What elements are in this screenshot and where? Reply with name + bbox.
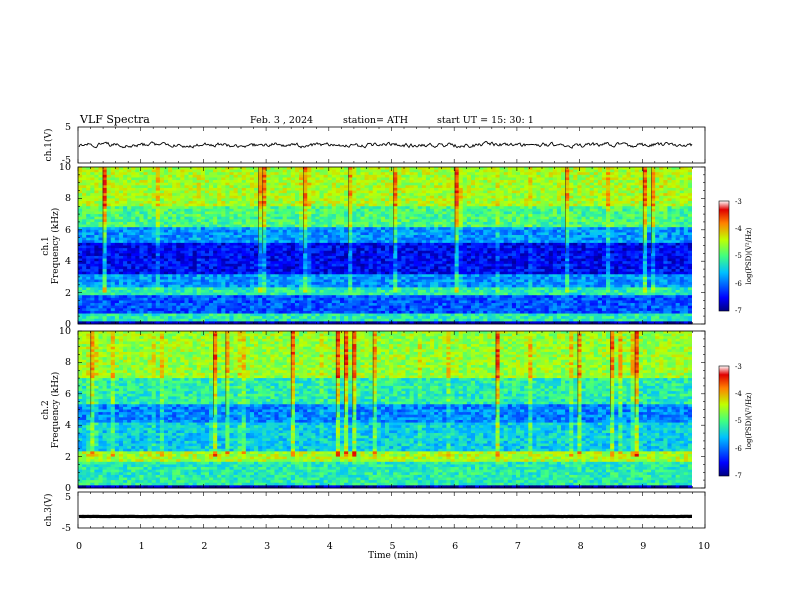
ch3-waveform-frame (77, 491, 706, 529)
ch1-spec-ylabel-frequency: Frequency (kHz) (50, 208, 61, 285)
ch1-spec-ylabel-channel: ch.1 (41, 236, 51, 255)
ch1-ytick-4: 4 (65, 256, 71, 267)
ch2-spec-ylabel-channel: ch.2 (41, 400, 51, 419)
ch1-freq-ticklabels: 0 2 4 6 8 10 (59, 162, 71, 330)
colorbar-1-ticklabels: -3 -4 -5 -6 -7 (735, 198, 742, 315)
colorbar-2-ticklabels: -3 -4 -5 -6 -7 (735, 363, 742, 480)
ch2-ytick-6: 6 (65, 389, 71, 400)
ch2-ytick-0: 0 (65, 483, 71, 494)
x-axis-label: Time (min) (368, 550, 418, 561)
ch2-freq-ticklabels: 0 2 4 6 8 10 (59, 326, 71, 494)
xtick-0: 0 (76, 541, 82, 552)
ch3-ytick-bottom: -5 (62, 523, 71, 534)
cbar2-tick-5: -5 (735, 417, 742, 425)
ch2-ytick-8: 8 (65, 357, 71, 368)
ch1-ytick-top: 5 (65, 122, 71, 133)
ch1-spectrogram (78, 167, 705, 325)
cbar1-tick-5: -5 (735, 252, 742, 260)
ch2-ytick-2: 2 (65, 452, 71, 463)
figure-title: VLF Spectra (79, 113, 150, 126)
ch2-ytick-10: 10 (59, 326, 71, 337)
cbar1-tick-6: -6 (735, 280, 742, 288)
ch1-ytick-6: 6 (65, 225, 71, 236)
cbar1-tick-4: -4 (735, 225, 742, 233)
xtick-1: 1 (139, 541, 145, 552)
colorbar-1-label: log(PSD)(V²/Hz) (745, 227, 753, 284)
colorbar-1 (718, 200, 730, 312)
cbar2-tick-3: -3 (735, 363, 742, 371)
ch1-ytick-10: 10 (59, 162, 71, 173)
ch3-ytick-top: 5 (65, 492, 71, 503)
cbar2-tick-6: -6 (735, 445, 742, 453)
ch1-waveform-ylabel: ch.1(V) (43, 129, 54, 162)
ch1-ytick-0: 0 (65, 319, 71, 330)
xtick-4: 4 (327, 541, 333, 552)
cbar1-tick-3: -3 (735, 198, 742, 206)
xtick-7: 7 (515, 541, 521, 552)
xtick-10: 10 (698, 541, 710, 552)
xtick-6: 6 (452, 541, 458, 552)
cbar2-tick-4: -4 (735, 390, 742, 398)
ch3-waveform-ylabel: ch.3(V) (43, 494, 54, 527)
ch2-ytick-4: 4 (65, 420, 71, 431)
ch1-ytick-8: 8 (65, 193, 71, 204)
station-label: station= ATH (343, 115, 408, 126)
cbar2-tick-7: -7 (735, 472, 742, 480)
date-label: Feb. 3 , 2024 (250, 115, 313, 126)
xtick-8: 8 (578, 541, 584, 552)
ch2-spec-ylabel-frequency: Frequency (kHz) (50, 372, 61, 449)
start-ut-label: start UT = 15: 30: 1 (437, 115, 534, 126)
xtick-5: 5 (389, 541, 395, 552)
colorbar-2-label: log(PSD)(V²/Hz) (745, 392, 753, 449)
xtick-3: 3 (264, 541, 270, 552)
xtick-9: 9 (640, 541, 646, 552)
ch2-spectrogram (78, 331, 705, 489)
xtick-2: 2 (201, 541, 207, 552)
ch1-ytick-2: 2 (65, 288, 71, 299)
time-ticklabels: 0 1 2 3 4 5 6 7 8 9 10 (76, 541, 710, 552)
colorbar-2 (718, 365, 730, 477)
axis-ticks (77, 127, 706, 528)
ch1-waveform-line (78, 140, 693, 149)
cbar1-tick-7: -7 (735, 307, 742, 315)
ch1-ytick-bottom: -5 (62, 155, 71, 166)
